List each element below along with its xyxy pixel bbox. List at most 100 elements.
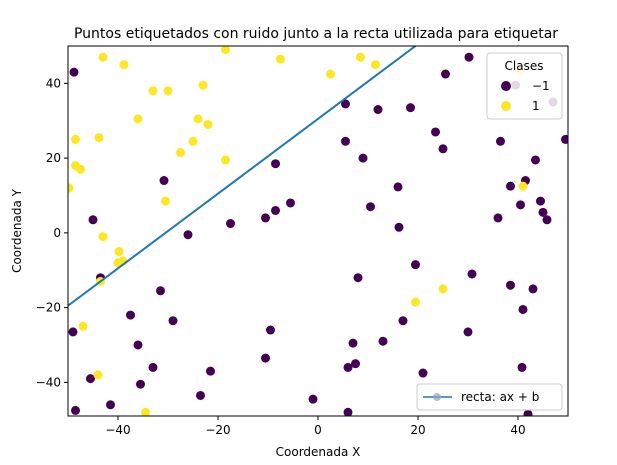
legend-line-marker-overlay [433, 393, 441, 401]
data-point-class-neg1 [353, 273, 363, 283]
data-point-class-1 [176, 148, 185, 158]
data-point-class-neg1 [261, 353, 270, 363]
y-tick-label: −40 [36, 375, 61, 389]
data-point-class-1 [356, 52, 365, 62]
y-axis-ticks: −40 −20 0 20 40 [36, 76, 68, 389]
legend-classes: Clases −1 1 [486, 52, 563, 120]
data-point-class-1 [371, 60, 380, 70]
data-point-class-neg1 [71, 405, 80, 415]
legend-swatch-class-1 [501, 101, 511, 111]
data-point-class-1 [141, 407, 150, 416]
legend-line-label: recta: ax + b [461, 390, 539, 404]
legend-line: recta: ax + b [416, 383, 563, 411]
data-point-class-neg1 [496, 136, 505, 146]
data-point-class-neg1 [86, 374, 95, 384]
data-point-class-1 [78, 321, 88, 331]
data-point-class-neg1 [343, 362, 353, 372]
chart-title: Puntos etiquetados con ruido junto a la … [74, 26, 558, 42]
y-tick-label: 40 [46, 76, 61, 90]
line-layer [68, 46, 417, 307]
data-point-class-neg1 [271, 159, 280, 169]
data-point-class-neg1 [183, 230, 193, 240]
data-point-class-neg1 [366, 202, 375, 212]
data-point-class-neg1 [506, 181, 515, 191]
legend-classes-title: Clases [505, 59, 544, 73]
data-point-class-neg1 [431, 127, 440, 137]
data-point-class-neg1 [106, 400, 115, 410]
scatter-points [68, 46, 568, 416]
x-axis-ticks: −40 −20 0 20 40 [105, 416, 526, 437]
legend-swatch-class-neg1 [501, 81, 511, 91]
data-point-class-neg1 [266, 325, 275, 335]
data-point-class-neg1 [464, 52, 474, 62]
data-point-class-1 [98, 232, 108, 242]
data-point-class-neg1 [351, 359, 360, 369]
data-point-class-neg1 [411, 260, 420, 270]
x-axis-label: Coordenada X [276, 445, 361, 459]
data-point-class-neg1 [493, 213, 503, 223]
data-point-class-neg1 [348, 338, 358, 348]
data-point-class-1 [188, 136, 198, 146]
x-tick-label: 20 [410, 423, 425, 437]
data-point-class-1 [133, 114, 143, 124]
data-point-class-1 [193, 114, 203, 124]
x-tick-label: 40 [510, 423, 525, 437]
data-point-class-neg1 [148, 362, 158, 372]
data-point-class-neg1 [406, 103, 415, 113]
x-tick-label: 0 [314, 423, 322, 437]
data-point-class-1 [148, 86, 158, 96]
data-point-class-neg1 [261, 213, 270, 223]
data-point-class-1 [221, 46, 230, 55]
data-point-class-1 [518, 181, 528, 191]
data-point-class-neg1 [378, 336, 388, 346]
data-point-class-neg1 [88, 215, 98, 225]
data-point-class-1 [276, 54, 285, 64]
data-point-class-neg1 [561, 134, 568, 144]
data-point-class-1 [161, 196, 170, 206]
data-point-class-neg1 [373, 105, 383, 115]
data-point-class-neg1 [467, 269, 477, 279]
data-point-class-1 [221, 155, 230, 165]
data-point-class-neg1 [523, 409, 533, 416]
data-point-class-neg1 [133, 340, 143, 350]
data-point-class-neg1 [206, 366, 215, 376]
data-point-class-1 [203, 119, 213, 129]
data-point-class-neg1 [517, 362, 527, 372]
data-point-class-neg1 [68, 327, 78, 337]
data-point-class-neg1 [168, 316, 178, 326]
legend-line-box [416, 383, 563, 411]
data-point-class-neg1 [542, 215, 552, 225]
data-point-class-1 [76, 164, 85, 174]
data-point-class-neg1 [531, 155, 540, 165]
data-point-class-neg1 [441, 69, 450, 79]
data-point-class-neg1 [156, 286, 165, 296]
data-point-class-neg1 [226, 219, 235, 229]
x-tick-label: −20 [205, 423, 230, 437]
data-point-class-1 [68, 183, 74, 193]
data-point-class-1 [93, 370, 103, 380]
x-tick-label: −40 [105, 423, 130, 437]
data-point-class-neg1 [341, 136, 350, 146]
data-point-class-neg1 [358, 153, 368, 163]
legend-label-class-neg1: −1 [532, 79, 550, 93]
data-point-class-neg1 [528, 284, 538, 294]
data-point-class-neg1 [159, 176, 169, 186]
y-tick-label: 20 [46, 151, 61, 165]
y-axis-label: Coordenada Y [10, 188, 24, 273]
data-point-class-1 [114, 247, 124, 257]
data-point-class-neg1 [308, 394, 318, 404]
data-point-class-neg1 [516, 200, 525, 210]
data-point-class-neg1 [69, 67, 79, 77]
legend-label-class-1: 1 [532, 99, 540, 113]
data-point-class-neg1 [126, 310, 135, 320]
data-point-class-neg1 [341, 99, 350, 109]
data-point-class-1 [71, 134, 80, 144]
data-point-class-neg1 [398, 316, 408, 326]
data-point-class-neg1 [394, 222, 404, 232]
data-point-class-neg1 [271, 205, 280, 215]
data-point-class-neg1 [393, 182, 403, 192]
data-point-class-neg1 [518, 304, 528, 314]
data-point-class-neg1 [418, 368, 428, 378]
data-point-class-1 [119, 60, 129, 70]
